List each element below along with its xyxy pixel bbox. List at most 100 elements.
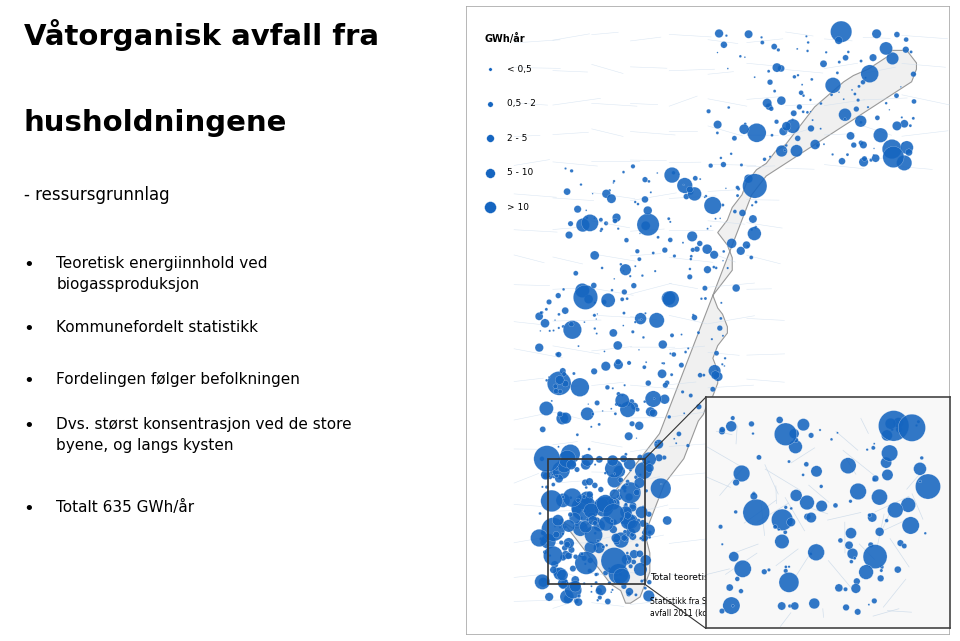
Point	[650, 232, 665, 242]
Point	[689, 244, 705, 254]
Point	[744, 253, 759, 263]
Point	[657, 394, 672, 404]
Point	[567, 581, 583, 592]
Point	[611, 224, 626, 234]
Point	[884, 424, 900, 435]
Point	[562, 230, 577, 240]
Point	[601, 497, 616, 508]
Point	[636, 519, 651, 529]
Point	[897, 541, 912, 551]
Point	[660, 378, 675, 388]
Point	[621, 517, 636, 527]
Point	[619, 235, 635, 246]
Point	[679, 192, 694, 202]
Point	[683, 264, 698, 274]
Point	[712, 323, 728, 333]
Point	[572, 382, 588, 392]
Point	[554, 515, 569, 526]
Point	[886, 152, 901, 162]
Point	[845, 85, 860, 95]
Point	[594, 224, 610, 235]
Point	[634, 507, 649, 517]
Point	[557, 577, 572, 587]
Point	[545, 469, 561, 479]
Point	[591, 454, 607, 465]
Point	[482, 64, 497, 74]
Text: Total teoretisk energimengde: 635 GWh/år: Total teoretisk energimengde: 635 GWh/år	[650, 572, 843, 581]
Point	[799, 31, 814, 42]
Point	[882, 448, 898, 458]
Point	[893, 538, 908, 548]
Point	[918, 528, 933, 538]
Point	[843, 131, 858, 141]
Point	[542, 551, 558, 561]
Point	[672, 169, 687, 179]
Point	[596, 297, 612, 307]
Point	[604, 587, 619, 597]
Point	[552, 569, 567, 579]
Point	[545, 551, 561, 561]
Point	[609, 537, 624, 547]
Point	[550, 290, 565, 301]
Point	[853, 117, 869, 128]
Point	[868, 153, 883, 163]
Point	[560, 539, 575, 549]
Point	[873, 130, 888, 140]
Point	[620, 507, 636, 517]
Point	[899, 45, 914, 55]
Point	[725, 601, 740, 611]
Point	[840, 461, 855, 471]
Point	[868, 551, 883, 562]
Point	[636, 535, 651, 545]
Point	[606, 178, 621, 188]
Point	[535, 577, 550, 587]
Point	[687, 173, 703, 183]
Point	[769, 117, 784, 127]
Point	[636, 502, 651, 512]
Point	[640, 378, 656, 388]
Point	[563, 449, 578, 459]
Point	[616, 483, 632, 493]
Point	[482, 99, 497, 109]
Point	[595, 499, 611, 509]
Point	[785, 121, 801, 131]
Point	[628, 261, 643, 271]
Point	[745, 200, 760, 210]
Point	[589, 398, 605, 408]
Point	[622, 587, 637, 597]
Point	[909, 420, 924, 431]
Point	[716, 40, 732, 51]
Point	[588, 528, 603, 538]
Text: - ressursgrunnlag: - ressursgrunnlag	[23, 186, 169, 204]
Point	[564, 166, 579, 176]
Point	[879, 515, 895, 526]
Point	[558, 550, 573, 560]
Point	[614, 294, 630, 304]
Point	[781, 562, 797, 572]
Point	[628, 197, 643, 207]
Point	[895, 138, 910, 149]
Point	[696, 370, 711, 380]
Point	[570, 495, 586, 505]
Point	[588, 297, 603, 308]
Point	[904, 422, 920, 433]
Point	[582, 476, 597, 487]
Point	[626, 549, 641, 560]
Point	[707, 249, 722, 260]
Point	[858, 72, 874, 83]
Point	[640, 205, 656, 215]
Point	[552, 375, 567, 385]
Point	[568, 268, 584, 278]
Point	[580, 455, 595, 465]
Point	[779, 562, 794, 572]
Point	[579, 205, 594, 215]
Point	[615, 167, 631, 177]
Point	[605, 515, 620, 526]
Point	[600, 596, 615, 606]
Point	[717, 361, 732, 371]
Point	[579, 213, 594, 223]
Point	[749, 128, 764, 138]
Point	[893, 81, 908, 92]
Point	[840, 149, 855, 160]
Point	[584, 587, 599, 597]
